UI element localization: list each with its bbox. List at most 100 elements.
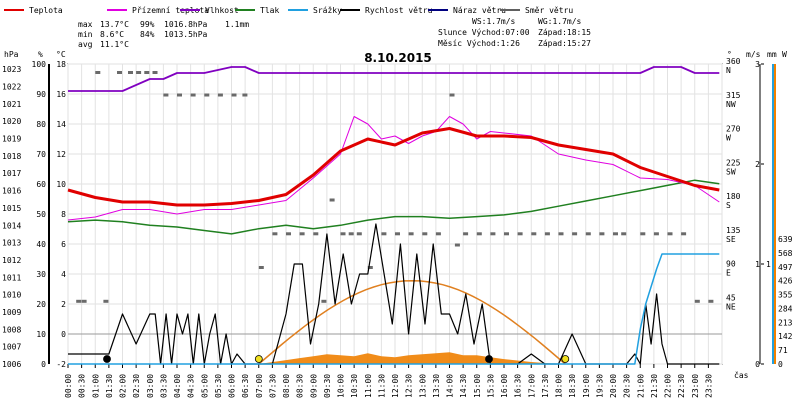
tick-time: 08:00 [282, 374, 291, 398]
tick-pct: 70 [36, 150, 46, 159]
wind-direction-point [667, 232, 673, 236]
tick-hpa: 1021 [2, 100, 21, 109]
tick-hpa: 1006 [2, 360, 21, 369]
wind-direction-point [258, 266, 264, 269]
legend-label: Směr větru [525, 6, 573, 15]
legend-label: Tlak [260, 6, 279, 15]
tick-time: 17:30 [541, 374, 550, 398]
wind-direction-point [585, 232, 591, 236]
tick-time: 16:00 [500, 374, 509, 398]
tick-pct: 80 [36, 120, 46, 129]
tick-hpa: 1014 [2, 221, 21, 230]
chart-title: 8.10.2015 [364, 51, 432, 65]
tick-time: 10:00 [337, 374, 346, 398]
tick-temp: 14 [56, 120, 66, 129]
wind-direction-point [136, 71, 142, 74]
tick-time: 00:30 [78, 374, 87, 398]
tick-time: 18:00 [555, 374, 564, 398]
stats-sun: Slunce Východ:07:00 [438, 28, 530, 37]
legend-label: Teplota [29, 6, 63, 15]
legend-label: Náraz větru [453, 6, 506, 15]
wind-direction-point [144, 71, 150, 74]
tick-time: 15:30 [486, 374, 495, 398]
wind-direction-point [558, 232, 564, 236]
wind-direction-point [286, 232, 291, 236]
humidity-line [68, 66, 720, 92]
wind-direction-point [422, 232, 428, 236]
tick-temp: 16 [56, 90, 66, 99]
wind-direction-point [531, 232, 537, 236]
wind-direction-point [408, 232, 414, 236]
sun-arc-line [258, 279, 566, 365]
wind-direction-point [217, 93, 223, 97]
tick-time: 19:30 [595, 374, 604, 398]
stats-moon-set: Západ:15:27 [538, 39, 591, 48]
tick-ms: 0 [755, 360, 760, 369]
tick-time: 13:00 [418, 374, 427, 398]
stats-max-press: 1016.8hPa [164, 20, 208, 29]
wind-direction-point [435, 232, 441, 236]
wind-direction-point [231, 93, 237, 97]
stats-min-label: min [78, 30, 93, 39]
tick-dir-deg: 315 [726, 91, 741, 100]
tick-dir-deg: 270 [726, 125, 741, 134]
tick-hpa: 1022 [2, 83, 21, 92]
wind-direction-point [313, 232, 319, 236]
tick-time: 12:00 [391, 374, 400, 398]
rain-line [68, 253, 720, 365]
tick-time: 11:00 [364, 374, 373, 398]
tick-pct: 40 [36, 240, 46, 249]
wind-direction-point [449, 93, 455, 97]
tick-temp: -2 [56, 360, 66, 369]
tick-time: 04:00 [173, 374, 182, 398]
tick-time: 19:00 [582, 374, 591, 398]
legend-label: Srážky [313, 6, 342, 15]
legend-label: Vlhkost [205, 6, 239, 15]
tick-temp: 12 [56, 150, 66, 159]
ground-temperature-line [67, 116, 720, 221]
tick-time: 09:30 [323, 374, 332, 398]
tick-time: 13:30 [432, 374, 441, 398]
wind-direction-point [321, 299, 327, 303]
sunset-marker [561, 355, 570, 363]
tick-dir-name: S [726, 201, 731, 210]
tick-hpa: 1020 [2, 117, 21, 126]
tick-time: 01:30 [105, 374, 114, 398]
stats-avg-temp: 11.1°C [100, 40, 129, 49]
tick-hpa: 1012 [2, 256, 21, 265]
tick-time: 23:00 [691, 374, 700, 398]
moon-set-marker [485, 355, 493, 363]
plot-area [67, 66, 720, 365]
tick-temp: 6 [61, 240, 66, 249]
wind-direction-point [694, 299, 700, 303]
tick-time: 01:00 [91, 374, 100, 398]
tick-hpa: 1023 [2, 65, 21, 74]
tick-time: 07:00 [255, 374, 264, 398]
tick-time: 02:00 [119, 374, 128, 398]
tick-time: 15:00 [473, 374, 482, 398]
wind-direction-point [177, 93, 182, 97]
tick-dir-name: N [726, 66, 731, 75]
tick-time: 22:00 [664, 374, 673, 398]
tick-ms: 3 [755, 60, 760, 69]
unit-deg: ° [727, 50, 732, 59]
sunrise-marker [254, 355, 263, 363]
wind-direction-point [117, 71, 122, 74]
wind-direction-point [395, 232, 400, 236]
wind-direction-point [81, 299, 87, 303]
tick-hpa: 1009 [2, 308, 21, 317]
tick-time: 10:30 [350, 374, 359, 398]
tick-w: 639 [778, 235, 793, 244]
tick-time: 04:30 [187, 374, 196, 398]
unit-pct: % [38, 50, 43, 59]
stats-block: max 13.7°C 99% 1016.8hPa 1.1mm min 8.6°C… [78, 17, 591, 49]
tick-dir-name: W [726, 134, 731, 143]
tick-dir-name: SE [726, 235, 736, 244]
tick-time: 16:30 [514, 374, 523, 398]
tick-hpa: 1007 [2, 343, 21, 352]
wind-direction-point [653, 232, 659, 236]
tick-hpa: 1008 [2, 325, 21, 334]
wind-direction-point [299, 232, 305, 236]
tick-time: 14:30 [459, 374, 468, 398]
